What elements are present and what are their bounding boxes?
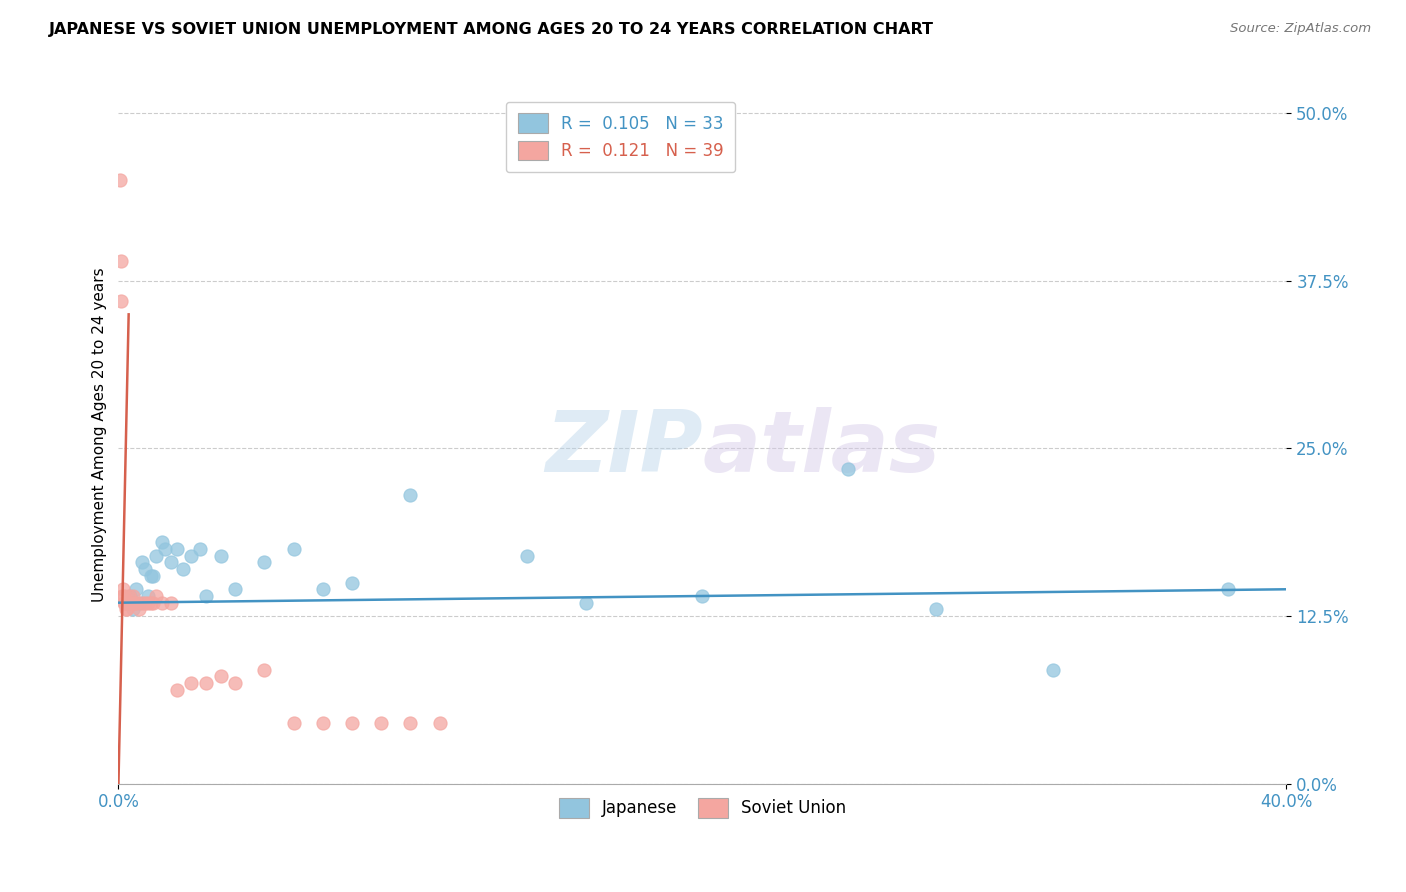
Point	[312, 582, 335, 597]
Point	[340, 575, 363, 590]
Point	[188, 542, 211, 557]
Point	[128, 602, 150, 616]
Point	[131, 556, 153, 570]
Point	[124, 596, 146, 610]
Point	[837, 461, 859, 475]
Point	[122, 602, 145, 616]
Point	[209, 669, 232, 683]
Point	[142, 569, 165, 583]
Point	[117, 596, 139, 610]
Point	[134, 562, 156, 576]
Point	[516, 549, 538, 563]
Point	[121, 596, 143, 610]
Point	[111, 589, 134, 603]
Point	[110, 293, 132, 308]
Y-axis label: Unemployment Among Ages 20 to 24 years: Unemployment Among Ages 20 to 24 years	[93, 268, 107, 602]
Point	[575, 596, 598, 610]
Point	[166, 542, 188, 557]
Point	[145, 549, 167, 563]
Point	[128, 596, 150, 610]
Point	[115, 596, 138, 610]
Point	[925, 602, 948, 616]
Point	[136, 589, 159, 603]
Text: Source: ZipAtlas.com: Source: ZipAtlas.com	[1230, 22, 1371, 36]
Point	[139, 596, 162, 610]
Point	[110, 253, 132, 268]
Point	[125, 582, 148, 597]
Point	[312, 716, 335, 731]
Point	[118, 589, 141, 603]
Point	[399, 488, 422, 502]
Point	[136, 596, 159, 610]
Point	[166, 682, 188, 697]
Point	[224, 676, 246, 690]
Point	[160, 556, 183, 570]
Point	[160, 596, 183, 610]
Point	[195, 589, 218, 603]
Point	[340, 716, 363, 731]
Point	[120, 596, 142, 610]
Point	[145, 589, 167, 603]
Point	[253, 556, 276, 570]
Point	[142, 596, 165, 610]
Point	[114, 596, 136, 610]
Point	[150, 535, 173, 549]
Point	[150, 596, 173, 610]
Point	[1042, 663, 1064, 677]
Point	[134, 596, 156, 610]
Text: JAPANESE VS SOVIET UNION UNEMPLOYMENT AMONG AGES 20 TO 24 YEARS CORRELATION CHAR: JAPANESE VS SOVIET UNION UNEMPLOYMENT AM…	[49, 22, 934, 37]
Point	[112, 589, 135, 603]
Point	[209, 549, 232, 563]
Point	[153, 542, 176, 557]
Point	[108, 173, 131, 187]
Point	[180, 676, 202, 690]
Point	[195, 676, 218, 690]
Point	[1216, 582, 1239, 597]
Point	[125, 596, 148, 610]
Point	[112, 596, 135, 610]
Point	[115, 596, 138, 610]
Point	[429, 716, 451, 731]
Point	[399, 716, 422, 731]
Point	[253, 663, 276, 677]
Point	[692, 589, 714, 603]
Text: atlas: atlas	[703, 408, 941, 491]
Point	[370, 716, 392, 731]
Point	[111, 582, 134, 597]
Point	[283, 542, 305, 557]
Point	[224, 582, 246, 597]
Point	[122, 589, 145, 603]
Point	[283, 716, 305, 731]
Point	[114, 602, 136, 616]
Point	[115, 602, 138, 616]
Legend: Japanese, Soviet Union: Japanese, Soviet Union	[553, 791, 852, 824]
Point	[172, 562, 194, 576]
Point	[139, 569, 162, 583]
Point	[120, 589, 142, 603]
Text: ZIP: ZIP	[546, 408, 703, 491]
Point	[180, 549, 202, 563]
Point	[131, 596, 153, 610]
